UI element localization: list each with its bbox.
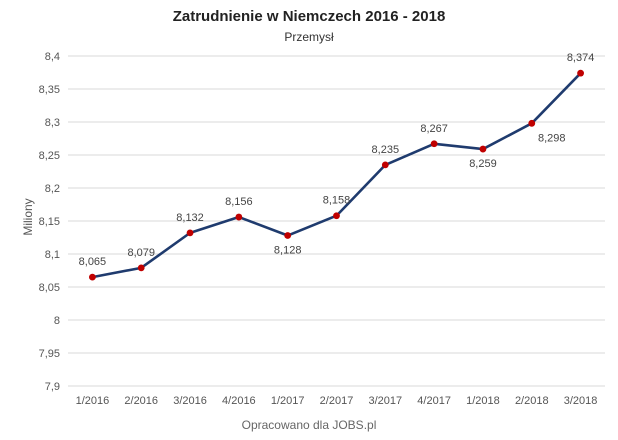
y-tick-label: 8,35 [39, 84, 60, 96]
y-tick-label: 8,2 [45, 183, 60, 195]
data-label: 8,132 [176, 212, 204, 224]
series-line [92, 72, 582, 279]
source-note: Opracowano dla JOBS.pl [241, 418, 377, 432]
x-tick-label: 1/2017 [271, 395, 305, 407]
data-label: 8,158 [323, 195, 351, 207]
y-tick-label: 8,4 [45, 51, 60, 63]
data-point [186, 229, 194, 237]
data-label: 8,235 [372, 144, 400, 156]
data-point [235, 213, 243, 221]
data-label: 8,259 [469, 158, 497, 170]
data-label: 8,128 [274, 245, 302, 257]
x-tick-label: 2/2016 [124, 395, 158, 407]
data-point [381, 161, 389, 169]
data-point [137, 264, 145, 272]
x-tick-label: 3/2018 [564, 395, 598, 407]
chart-subtitle: Przemysł [284, 30, 334, 44]
x-tick-label: 2/2018 [515, 395, 549, 407]
data-label: 8,156 [225, 196, 253, 208]
y-tick-label: 8 [54, 315, 60, 327]
y-tick-label: 7,95 [39, 348, 60, 360]
x-tick-label: 2/2017 [320, 395, 354, 407]
data-label: 8,065 [79, 256, 107, 268]
data-point [577, 69, 584, 77]
y-tick-label: 8,05 [39, 282, 60, 294]
x-tick-label: 4/2016 [222, 395, 256, 407]
y-tick-label: 7,9 [45, 381, 60, 393]
data-point [430, 140, 438, 148]
data-label: 8,298 [538, 132, 566, 144]
data-label: 8,267 [420, 123, 448, 135]
data-point [284, 232, 292, 239]
x-tick-label: 4/2017 [417, 395, 451, 407]
data-label: 8,374 [567, 52, 595, 64]
chart-title: Zatrudnienie w Niemczech 2016 - 2018 [172, 8, 446, 25]
x-tick-label: 3/2017 [368, 395, 402, 407]
y-tick-label: 8,25 [39, 150, 60, 162]
data-point [479, 145, 487, 153]
y-tick-label: 8,3 [45, 117, 60, 129]
x-tick-label: 1/2018 [466, 395, 500, 407]
data-point [333, 212, 340, 220]
y-tick-label: 8,1 [45, 249, 60, 261]
x-tick-label: 3/2016 [173, 395, 207, 407]
data-point [528, 119, 536, 127]
x-tick-label: 1/2016 [76, 395, 110, 407]
y-tick-label: 8,15 [39, 216, 60, 228]
data-point [89, 273, 96, 281]
data-label: 8,079 [127, 247, 155, 259]
